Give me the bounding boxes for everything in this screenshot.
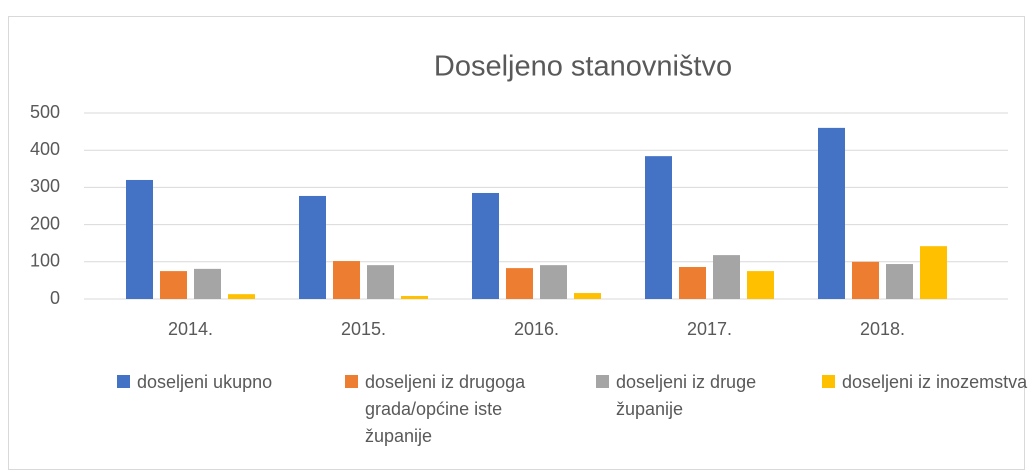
bar [574,293,601,299]
y-tick-label: 500 [30,102,60,122]
x-tick-label: 2014. [168,319,213,339]
bar [506,268,533,299]
x-tick-label: 2015. [341,319,386,339]
chart-title: Doseljeno stanovništvo [434,51,732,83]
y-tick-label: 400 [30,139,60,159]
legend-label: doseljeni iz inozemstva [842,372,1028,392]
bar [299,195,326,299]
bar [126,179,153,299]
bar [645,156,672,299]
y-tick-label: 0 [50,288,60,308]
y-tick-label: 200 [30,213,60,233]
x-tick-label: 2016. [514,319,559,339]
bar [367,265,394,299]
legend-item: doseljeni iz druge županije [596,369,816,423]
bar [472,192,499,299]
legend-label: doseljeni iz drugoga grada/općine iste ž… [365,372,526,446]
legend-swatch [345,375,358,388]
bar [713,255,740,299]
y-tick-label: 300 [30,176,60,196]
bar [920,246,947,299]
chart-frame [8,16,1025,470]
legend-label: doseljeni ukupno [137,372,273,392]
legend-swatch [822,375,835,388]
bar [401,296,428,299]
bar [160,271,187,299]
bar [194,268,221,299]
bar [818,127,845,299]
bar [886,264,913,299]
bar [333,261,360,299]
y-tick-label: 100 [30,251,60,271]
bar [679,267,706,299]
legend-item: doseljeni ukupno [117,369,337,396]
bar [540,265,567,299]
bar [747,271,774,299]
bar [852,261,879,299]
legend-item: doseljeni iz drugoga grada/općine iste ž… [345,369,565,450]
legend-item: doseljeni iz inozemstva [822,369,1033,396]
x-tick-label: 2017. [687,319,732,339]
legend-swatch [117,375,130,388]
x-tick-label: 2018. [860,319,905,339]
bar [228,294,255,299]
legend-swatch [596,375,609,388]
legend-label: doseljeni iz druge županije [616,372,757,419]
